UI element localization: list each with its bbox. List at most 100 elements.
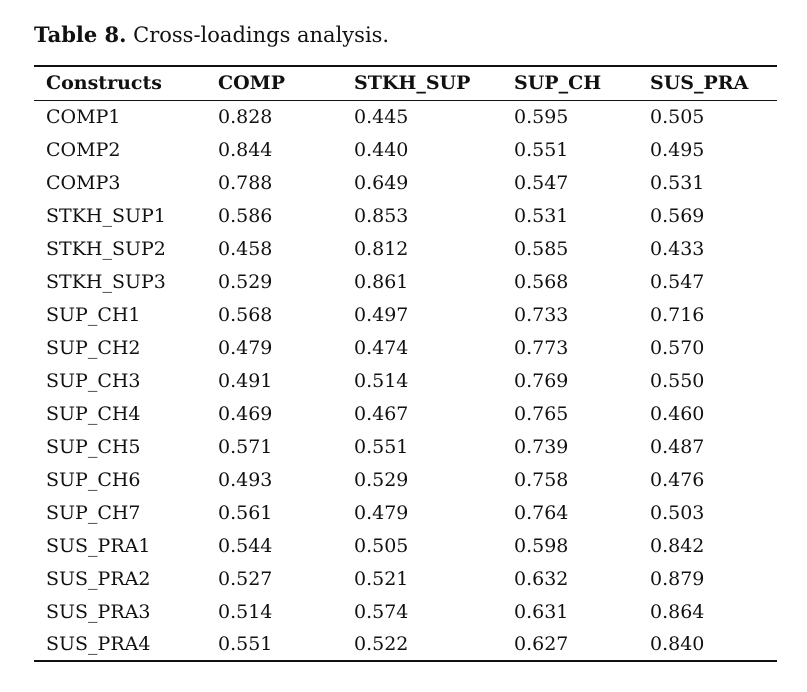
comp-value-cell: 0.788 bbox=[218, 171, 273, 194]
sup-ch-value-cell: 0.758 bbox=[514, 468, 569, 491]
construct-name-cell: COMP3 bbox=[46, 171, 121, 194]
stkh-sup-value-cell: 0.445 bbox=[354, 105, 409, 128]
construct-name-cell: COMP1 bbox=[46, 105, 121, 128]
comp-value-cell: 0.479 bbox=[218, 336, 273, 359]
sup-ch-value-cell: 0.631 bbox=[514, 600, 569, 623]
table-row: STKH_SUP1 0.586 0.853 0.531 0.569 bbox=[34, 199, 777, 232]
comp-value-cell: 0.568 bbox=[218, 303, 273, 326]
table-row: SUP_CH3 0.491 0.514 0.769 0.550 bbox=[34, 364, 777, 397]
sus-pra-value-cell: 0.476 bbox=[650, 468, 705, 491]
construct-name-cell: SUP_CH2 bbox=[46, 336, 141, 359]
table-row: STKH_SUP2 0.458 0.812 0.585 0.433 bbox=[34, 232, 777, 265]
stkh-sup-value-cell: 0.861 bbox=[354, 270, 409, 293]
stkh-sup-value-cell: 0.505 bbox=[354, 534, 409, 557]
sus-pra-value-cell: 0.550 bbox=[650, 369, 705, 392]
sup-ch-value-cell: 0.585 bbox=[514, 237, 569, 260]
construct-name-cell: STKH_SUP2 bbox=[46, 237, 166, 260]
sup-ch-value-cell: 0.764 bbox=[514, 501, 569, 524]
construct-name-cell: SUP_CH3 bbox=[46, 369, 141, 392]
stkh-sup-value-cell: 0.479 bbox=[354, 501, 409, 524]
comp-value-cell: 0.844 bbox=[218, 138, 273, 161]
cross-loadings-table-container: Constructs COMP STKH_SUP SUP_CH SUS_PRA COMP… bbox=[34, 65, 777, 662]
sup-ch-value-cell: 0.551 bbox=[514, 138, 569, 161]
sup-ch-value-cell: 0.531 bbox=[514, 204, 569, 227]
sup-ch-value-cell: 0.627 bbox=[502, 628, 638, 662]
stkh-sup-value-cell: 0.529 bbox=[354, 468, 409, 491]
stkh-sup-value-cell: 0.812 bbox=[354, 237, 409, 260]
header-sus-pra: SUS_PRA bbox=[638, 65, 777, 101]
header-constructs: Constructs bbox=[34, 65, 206, 101]
sus-pra-value-cell: 0.503 bbox=[650, 501, 705, 524]
construct-name-cell: STKH_SUP3 bbox=[46, 270, 166, 293]
construct-name-cell: SUP_CH1 bbox=[46, 303, 141, 326]
construct-name-cell: COMP2 bbox=[46, 138, 121, 161]
table-row: SUP_CH2 0.479 0.474 0.773 0.570 bbox=[34, 331, 777, 364]
cross-loadings-table: Constructs COMP STKH_SUP SUP_CH SUS_PRA COMP… bbox=[34, 65, 777, 662]
sus-pra-value-cell: 0.716 bbox=[650, 303, 705, 326]
header-stkh-sup: STKH_SUP bbox=[342, 65, 502, 101]
stkh-sup-value-cell: 0.522 bbox=[342, 628, 502, 662]
table-row: STKH_SUP3 0.529 0.861 0.568 0.547 bbox=[34, 265, 777, 298]
sup-ch-value-cell: 0.595 bbox=[514, 105, 569, 128]
construct-name-cell: SUS_PRA2 bbox=[46, 567, 151, 590]
stkh-sup-value-cell: 0.514 bbox=[354, 369, 409, 392]
table-caption-label: Table 8. bbox=[34, 22, 127, 47]
construct-name-cell: STKH_SUP1 bbox=[46, 204, 166, 227]
comp-value-cell: 0.527 bbox=[218, 567, 273, 590]
stkh-sup-value-cell: 0.853 bbox=[354, 204, 409, 227]
construct-name-cell: SUP_CH4 bbox=[46, 402, 141, 425]
sus-pra-value-cell: 0.487 bbox=[650, 435, 705, 458]
stkh-sup-value-cell: 0.497 bbox=[354, 303, 409, 326]
stkh-sup-value-cell: 0.440 bbox=[354, 138, 409, 161]
comp-value-cell: 0.561 bbox=[218, 501, 273, 524]
comp-value-cell: 0.458 bbox=[218, 237, 273, 260]
construct-name-cell: SUP_CH5 bbox=[46, 435, 141, 458]
table-header: Constructs COMP STKH_SUP SUP_CH SUS_PRA bbox=[34, 65, 777, 101]
comp-value-cell: 0.529 bbox=[218, 270, 273, 293]
sup-ch-value-cell: 0.739 bbox=[514, 435, 569, 458]
table-row: SUP_CH7 0.561 0.479 0.764 0.503 bbox=[34, 496, 777, 529]
sus-pra-value-cell: 0.505 bbox=[650, 105, 705, 128]
comp-value-cell: 0.514 bbox=[218, 600, 273, 623]
comp-value-cell: 0.551 bbox=[206, 628, 342, 662]
comp-value-cell: 0.571 bbox=[218, 435, 273, 458]
table-row: SUS_PRA4 0.551 0.522 0.627 0.840 bbox=[34, 628, 777, 662]
sus-pra-value-cell: 0.460 bbox=[650, 402, 705, 425]
header-comp: COMP bbox=[206, 65, 342, 101]
sus-pra-value-cell: 0.842 bbox=[650, 534, 705, 557]
construct-name-cell: SUS_PRA3 bbox=[46, 600, 151, 623]
table-row: SUS_PRA2 0.527 0.521 0.632 0.879 bbox=[34, 562, 777, 595]
construct-name-cell: SUP_CH7 bbox=[46, 501, 141, 524]
table-row: SUS_PRA1 0.544 0.505 0.598 0.842 bbox=[34, 529, 777, 562]
table-row: SUS_PRA3 0.514 0.574 0.631 0.864 bbox=[34, 595, 777, 628]
table-row: COMP2 0.844 0.440 0.551 0.495 bbox=[34, 133, 777, 166]
table-caption-text: Cross-loadings analysis. bbox=[126, 23, 390, 47]
sup-ch-value-cell: 0.568 bbox=[514, 270, 569, 293]
sup-ch-value-cell: 0.598 bbox=[514, 534, 569, 557]
sus-pra-value-cell: 0.864 bbox=[650, 600, 705, 623]
sus-pra-value-cell: 0.531 bbox=[650, 171, 705, 194]
comp-value-cell: 0.586 bbox=[218, 204, 273, 227]
sup-ch-value-cell: 0.547 bbox=[514, 171, 569, 194]
comp-value-cell: 0.828 bbox=[218, 105, 273, 128]
stkh-sup-value-cell: 0.649 bbox=[354, 171, 409, 194]
stkh-sup-value-cell: 0.474 bbox=[354, 336, 409, 359]
sup-ch-value-cell: 0.632 bbox=[514, 567, 569, 590]
table-row: COMP3 0.788 0.649 0.547 0.531 bbox=[34, 166, 777, 199]
sus-pra-value-cell: 0.495 bbox=[650, 138, 705, 161]
sus-pra-value-cell: 0.570 bbox=[650, 336, 705, 359]
sus-pra-value-cell: 0.547 bbox=[650, 270, 705, 293]
table-row: SUP_CH1 0.568 0.497 0.733 0.716 bbox=[34, 298, 777, 331]
comp-value-cell: 0.491 bbox=[218, 369, 273, 392]
construct-name-cell: SUP_CH6 bbox=[46, 468, 141, 491]
comp-value-cell: 0.544 bbox=[218, 534, 273, 557]
table-row: COMP1 0.828 0.445 0.595 0.505 bbox=[34, 100, 777, 133]
comp-value-cell: 0.469 bbox=[218, 402, 273, 425]
stkh-sup-value-cell: 0.467 bbox=[354, 402, 409, 425]
header-sup-ch: SUP_CH bbox=[502, 65, 638, 101]
table-row: SUP_CH5 0.571 0.551 0.739 0.487 bbox=[34, 430, 777, 463]
sup-ch-value-cell: 0.733 bbox=[514, 303, 569, 326]
sup-ch-value-cell: 0.773 bbox=[514, 336, 569, 359]
sup-ch-value-cell: 0.769 bbox=[514, 369, 569, 392]
table-caption: Table 8. Cross-loadings analysis. bbox=[34, 20, 389, 50]
